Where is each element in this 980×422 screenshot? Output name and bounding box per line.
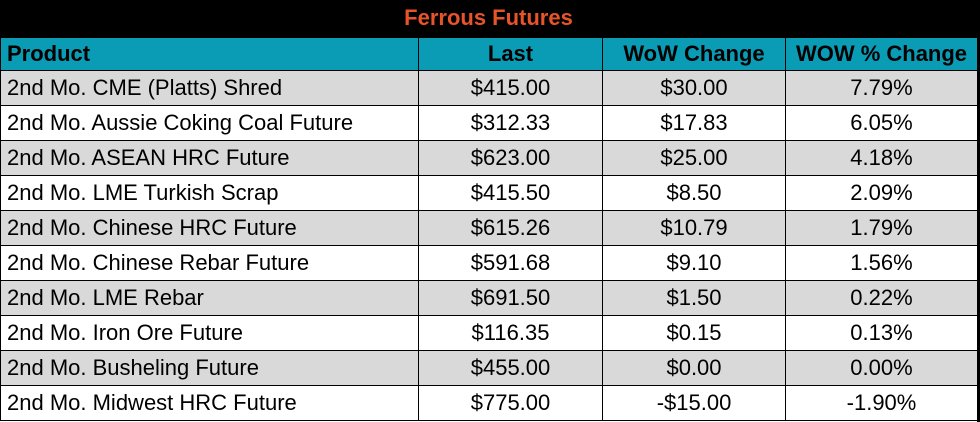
table-row: 2nd Mo. Chinese HRC Future $615.26 $10.7… [0, 210, 978, 246]
table-row: 2nd Mo. Busheling Future $455.00 $0.00 0… [0, 350, 978, 386]
table-title: Ferrous Futures [0, 0, 977, 37]
header-last[interactable]: Last [418, 37, 603, 71]
cell-product[interactable]: 2nd Mo. Chinese Rebar Future [0, 245, 419, 281]
cell-last[interactable]: $455.00 [418, 350, 603, 386]
header-wow-change[interactable]: WoW Change [602, 37, 786, 71]
cell-wow-pct[interactable]: 0.00% [785, 350, 978, 386]
cell-wow-pct[interactable]: 7.79% [785, 70, 978, 106]
cell-wow-change[interactable]: $1.50 [602, 280, 786, 316]
table-row: 2nd Mo. Iron Ore Future $116.35 $0.15 0.… [0, 315, 978, 351]
table-row: 2nd Mo. CME (Platts) Shred $415.00 $30.0… [0, 70, 978, 106]
cell-wow-change[interactable]: $17.83 [602, 105, 786, 141]
futures-table: Product Last WoW Change WOW % Change 2nd… [0, 37, 978, 421]
cell-wow-pct[interactable]: 6.05% [785, 105, 978, 141]
cell-wow-change[interactable]: $0.15 [602, 315, 786, 351]
table-row: 2nd Mo. ASEAN HRC Future $623.00 $25.00 … [0, 140, 978, 176]
header-product[interactable]: Product [0, 37, 419, 71]
cell-last[interactable]: $775.00 [418, 385, 603, 421]
cell-last[interactable]: $116.35 [418, 315, 603, 351]
cell-product[interactable]: 2nd Mo. CME (Platts) Shred [0, 70, 419, 106]
cell-wow-change[interactable]: $8.50 [602, 175, 786, 211]
cell-wow-pct[interactable]: 1.56% [785, 245, 978, 281]
cell-wow-pct[interactable]: 4.18% [785, 140, 978, 176]
header-row: Product Last WoW Change WOW % Change [0, 37, 978, 71]
cell-last[interactable]: $312.33 [418, 105, 603, 141]
table-row: 2nd Mo. Chinese Rebar Future $591.68 $9.… [0, 245, 978, 281]
cell-wow-change[interactable]: $25.00 [602, 140, 786, 176]
cell-wow-change[interactable]: $9.10 [602, 245, 786, 281]
cell-wow-pct[interactable]: 0.13% [785, 315, 978, 351]
cell-product[interactable]: 2nd Mo. Midwest HRC Future [0, 385, 419, 421]
cell-product[interactable]: 2nd Mo. Busheling Future [0, 350, 419, 386]
cell-wow-pct[interactable]: -1.90% [785, 385, 978, 421]
cell-last[interactable]: $623.00 [418, 140, 603, 176]
cell-product[interactable]: 2nd Mo. ASEAN HRC Future [0, 140, 419, 176]
header-wow-pct-change[interactable]: WOW % Change [785, 37, 978, 71]
cell-last[interactable]: $691.50 [418, 280, 603, 316]
table-row: 2nd Mo. LME Turkish Scrap $415.50 $8.50 … [0, 175, 978, 211]
cell-last[interactable]: $591.68 [418, 245, 603, 281]
cell-wow-pct[interactable]: 2.09% [785, 175, 978, 211]
cell-last[interactable]: $415.50 [418, 175, 603, 211]
cell-product[interactable]: 2nd Mo. LME Rebar [0, 280, 419, 316]
cell-wow-pct[interactable]: 1.79% [785, 210, 978, 246]
cell-product[interactable]: 2nd Mo. LME Turkish Scrap [0, 175, 419, 211]
cell-wow-change[interactable]: -$15.00 [602, 385, 786, 421]
table-row: 2nd Mo. Aussie Coking Coal Future $312.3… [0, 105, 978, 141]
cell-product[interactable]: 2nd Mo. Aussie Coking Coal Future [0, 105, 419, 141]
cell-product[interactable]: 2nd Mo. Chinese HRC Future [0, 210, 419, 246]
cell-last[interactable]: $415.00 [418, 70, 603, 106]
table-row: 2nd Mo. LME Rebar $691.50 $1.50 0.22% [0, 280, 978, 316]
table-row: 2nd Mo. Midwest HRC Future $775.00 -$15.… [0, 385, 978, 421]
cell-product[interactable]: 2nd Mo. Iron Ore Future [0, 315, 419, 351]
cell-last[interactable]: $615.26 [418, 210, 603, 246]
cell-wow-change[interactable]: $0.00 [602, 350, 786, 386]
cell-wow-change[interactable]: $30.00 [602, 70, 786, 106]
cell-wow-change[interactable]: $10.79 [602, 210, 786, 246]
cell-wow-pct[interactable]: 0.22% [785, 280, 978, 316]
